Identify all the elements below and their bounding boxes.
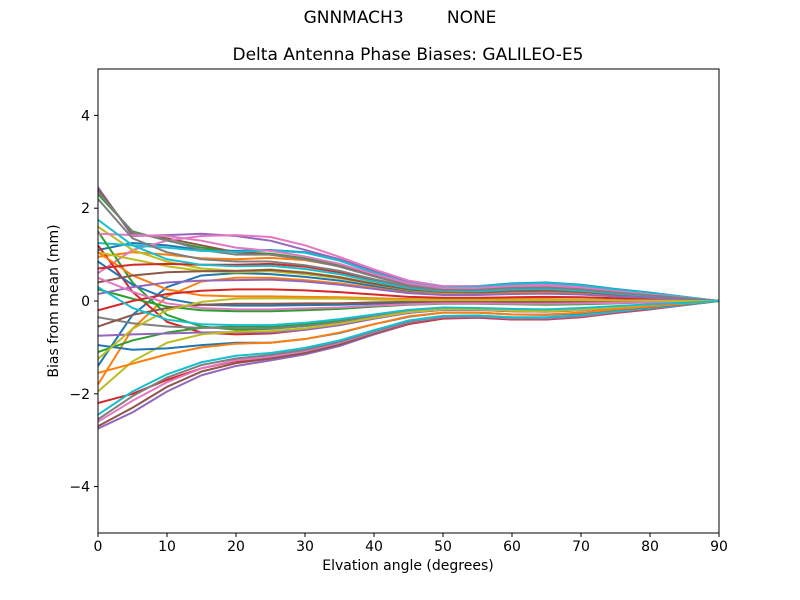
series-line [98, 300, 719, 393]
series-line [98, 191, 719, 302]
series-line [98, 218, 719, 302]
series-line [98, 232, 719, 302]
x-tick-label: 60 [503, 539, 521, 555]
y-axis-label-text: Bias from mean (mm) [46, 224, 62, 378]
series-line [98, 276, 719, 311]
series-line [98, 278, 719, 302]
x-tick-label: 70 [572, 539, 590, 555]
y-tick-label: −4 [69, 480, 90, 496]
x-tick-label: 40 [365, 539, 383, 555]
series-lines-group [98, 186, 719, 430]
series-line [98, 297, 719, 360]
x-tick-label: 10 [158, 539, 176, 555]
series-line [98, 300, 719, 423]
y-tick-label: −2 [69, 387, 90, 403]
x-tick-label: 20 [227, 539, 245, 555]
x-tick-label: 30 [296, 539, 314, 555]
x-tick-label: 50 [434, 539, 452, 555]
series-line [98, 288, 719, 312]
series-line [98, 286, 719, 327]
y-tick-label: 4 [81, 108, 90, 124]
series-line [98, 198, 719, 302]
x-tick-label: 90 [710, 539, 728, 555]
x-tick-label: 0 [94, 539, 103, 555]
y-tick-label: 0 [81, 294, 90, 310]
series-line [98, 300, 719, 374]
suptitle: GNNMACH3 NONE [303, 8, 497, 28]
axes-title: Delta Antenna Phase Biases: GALILEO-E5 [232, 45, 584, 65]
series-line [98, 300, 719, 421]
series-line [98, 300, 719, 416]
y-tick-label: 2 [81, 201, 90, 217]
x-tick-label: 80 [641, 539, 659, 555]
x-axis-label: Elvation angle (degrees) [322, 558, 494, 574]
